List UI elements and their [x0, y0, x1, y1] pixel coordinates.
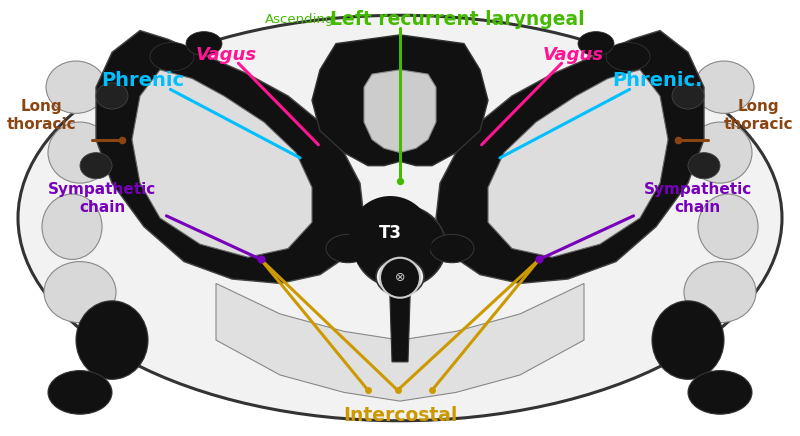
Polygon shape: [312, 35, 488, 166]
Ellipse shape: [108, 137, 156, 177]
Ellipse shape: [694, 61, 754, 113]
Polygon shape: [436, 31, 704, 283]
Ellipse shape: [642, 78, 694, 113]
Ellipse shape: [44, 262, 116, 323]
Polygon shape: [216, 283, 584, 401]
Point: [116, 136, 129, 143]
Polygon shape: [488, 70, 668, 257]
Ellipse shape: [46, 61, 106, 113]
Polygon shape: [390, 288, 410, 362]
Text: Sympathetic
chain: Sympathetic chain: [643, 182, 752, 215]
Text: Left recurrent laryngeal: Left recurrent laryngeal: [330, 10, 585, 29]
Ellipse shape: [76, 301, 148, 379]
Ellipse shape: [672, 83, 704, 109]
Polygon shape: [96, 31, 364, 283]
Ellipse shape: [688, 371, 752, 414]
Polygon shape: [132, 70, 312, 257]
Ellipse shape: [48, 371, 112, 414]
Text: Ascending: Ascending: [266, 13, 334, 26]
Text: Sympathetic
chain: Sympathetic chain: [48, 182, 157, 215]
Text: Intercostal: Intercostal: [343, 405, 457, 425]
Point: [426, 387, 438, 394]
Ellipse shape: [42, 194, 102, 259]
Ellipse shape: [688, 153, 720, 179]
Circle shape: [380, 258, 420, 298]
Ellipse shape: [652, 301, 724, 379]
Circle shape: [349, 196, 432, 279]
Text: Vagus: Vagus: [196, 45, 257, 64]
Point: [533, 256, 546, 263]
Ellipse shape: [186, 31, 222, 55]
Ellipse shape: [96, 83, 128, 109]
Text: Vagus: Vagus: [543, 45, 604, 64]
Polygon shape: [364, 70, 436, 153]
Ellipse shape: [80, 153, 112, 179]
Text: Phrenic.: Phrenic.: [612, 71, 703, 90]
Ellipse shape: [698, 194, 758, 259]
Text: Long
thoracic: Long thoracic: [6, 99, 77, 132]
Ellipse shape: [688, 122, 752, 183]
Ellipse shape: [684, 262, 756, 323]
Ellipse shape: [644, 137, 692, 177]
Point: [391, 387, 404, 394]
Text: Phrenic: Phrenic: [101, 71, 184, 90]
Text: T3: T3: [379, 224, 402, 242]
Text: Long
thoracic: Long thoracic: [723, 99, 794, 132]
Point: [671, 136, 684, 143]
Point: [362, 387, 374, 394]
Ellipse shape: [106, 78, 158, 113]
Ellipse shape: [606, 42, 650, 71]
Ellipse shape: [326, 235, 370, 262]
Ellipse shape: [578, 31, 614, 55]
Ellipse shape: [430, 235, 474, 262]
Ellipse shape: [150, 42, 194, 71]
Ellipse shape: [18, 15, 782, 421]
Ellipse shape: [48, 122, 112, 183]
Ellipse shape: [354, 205, 446, 288]
Point: [394, 177, 406, 184]
Point: [254, 256, 267, 263]
Ellipse shape: [376, 258, 424, 296]
Text: ⊗: ⊗: [394, 271, 406, 284]
